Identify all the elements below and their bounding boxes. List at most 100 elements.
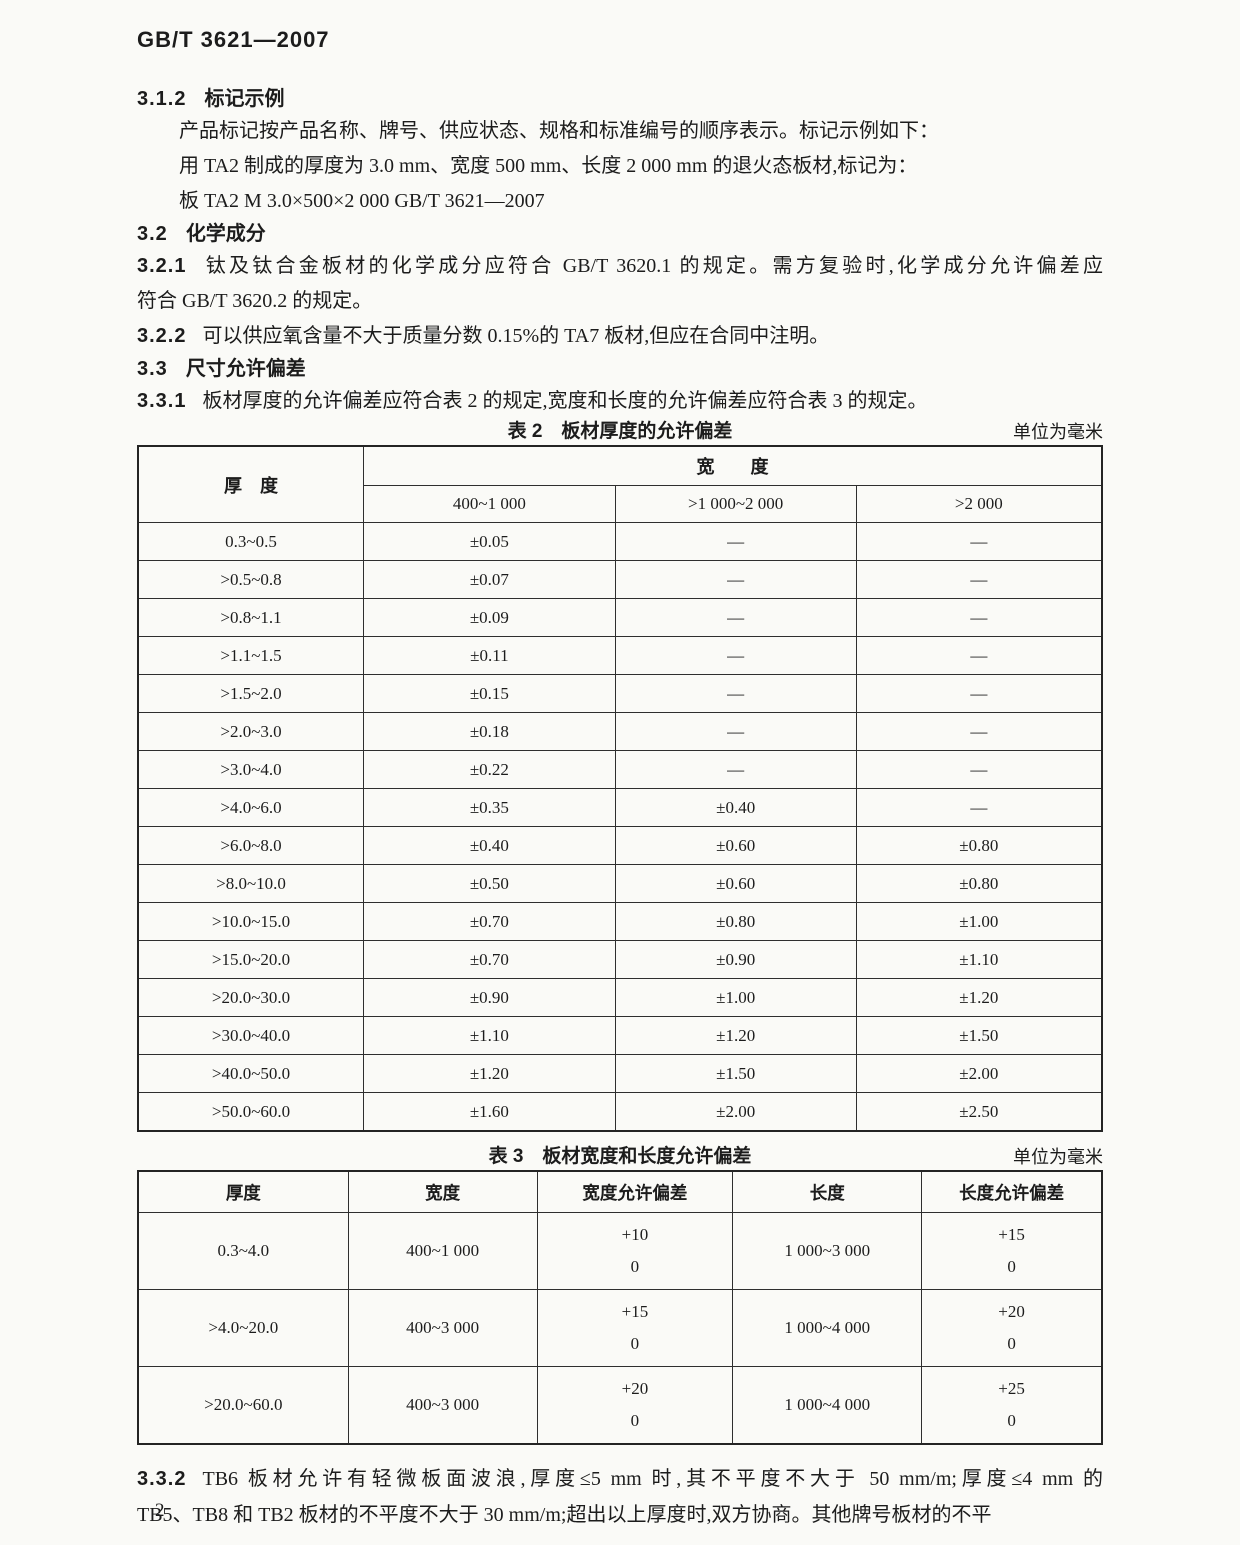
width-tolerance-cell: +10 0 [536,1212,734,1290]
table-row: >20.0~60.0 400~3 000 +20 0 1 000~4 000 +25 0 [137,1366,1103,1445]
width-cell: 400~3 000 [347,1366,538,1445]
table2-body: 0.3~0.5 ±0.05— — >0.5~0.8 ±0.07— — >0.8~1.1 ±0.… [137,522,1103,1132]
table-row: >0.5~0.8 ±0.07— — [137,560,1103,599]
tolerance-cell: ±1.00 [855,902,1103,941]
table-row: >30.0~40.0 ±1.10 ±1.20 ±1.50 [137,1016,1103,1055]
length-tolerance-cell: +20 0 [921,1289,1103,1367]
tolerance-cell: ±0.80 [614,902,857,941]
paragraph-332-line1: 3.3.2 TB6 板材允许有轻微板面波浪,厚度≤5 mm 时,其不平度不大于 5… [137,1468,1103,1490]
tolerance-cell: ±1.50 [855,1016,1103,1055]
tolerance-cell: ±0.50 [363,864,616,903]
tolerance-cell: ±0.07 [363,560,616,599]
table3-header: 宽度允许偏差 [536,1170,734,1213]
clause-number: 3.1.2 [137,88,187,110]
thickness-cell: >4.0~6.0 [137,788,365,827]
tolerance-cell: ±0.11 [363,636,616,675]
clause-number: 3.3.2 [137,1468,187,1490]
tolerance-cell: ±0.90 [363,978,616,1017]
clause-title: 化学成分 [185,223,266,245]
tolerance-cell: ±2.00 [614,1092,857,1132]
tolerance-cell: — [855,750,1103,789]
clause-title: 标记示例 [204,88,285,110]
table-row: 0.3~0.5 ±0.05— — [137,522,1103,561]
tolerance-cell: ±1.20 [855,978,1103,1017]
paragraph-331: 3.3.1 板材厚度的允许偏差应符合表 2 的规定,宽度和长度的允许偏差应符合表 … [137,390,928,412]
table2-subheader: 400~1 000 [363,485,616,523]
thickness-cell: >8.0~10.0 [137,864,365,903]
tolerance-cell: — [855,712,1103,751]
clause-number: 3.2.2 [137,325,187,347]
table2-caption-row: 表 2 板材厚度的允许偏差 单位为毫米 [137,419,1103,445]
paragraph-332-line2: TB5、TB8 和 TB2 板材的不平度不大于 30 mm/m;超出以上厚度时,… [137,1504,992,1526]
table-row: >15.0~20.0 ±0.70 ±0.90 ±1.10 [137,940,1103,979]
width-tolerance-cell: +20 0 [536,1366,734,1445]
tolerance-cell: — [614,712,857,751]
length-tolerance-cell: +15 0 [921,1212,1103,1290]
table3-caption-row: 表 3 板材宽度和长度允许偏差 单位为毫米 [137,1144,1103,1170]
table2-header-thickness: 厚 度 [137,445,365,523]
clause-number: 3.3.1 [137,390,187,412]
tolerance-cell: ±0.60 [614,826,857,865]
tolerance-cell: ±0.60 [614,864,857,903]
width-cell: 400~1 000 [347,1212,538,1290]
table-row: >4.0~20.0 400~3 000 +15 0 1 000~4 000 +20 0 [137,1289,1103,1367]
tolerance-cell: ±0.09 [363,598,616,637]
thickness-cell: >0.5~0.8 [137,560,365,599]
length-tolerance-cell: +25 0 [921,1366,1103,1445]
table-row: >8.0~10.0 ±0.50 ±0.60 ±0.80 [137,864,1103,903]
table3-body: 0.3~4.0 400~1 000 +10 0 1 000~3 000 +15 0 >4.0~… [137,1212,1103,1445]
thickness-cell: >1.1~1.5 [137,636,365,675]
clause-title: 尺寸允许偏差 [185,358,306,380]
tolerance-cell: ±1.10 [363,1016,616,1055]
tolerance-cell: ±0.80 [855,826,1103,865]
clause-number: 3.2 [137,223,168,245]
thickness-cell: 0.3~0.5 [137,522,365,561]
tolerance-cell: ±0.22 [363,750,616,789]
thickness-cell: >30.0~40.0 [137,1016,365,1055]
tolerance-cell: ±1.10 [855,940,1103,979]
tolerance-cell: — [614,598,857,637]
table3-header: 厚度 [137,1170,349,1213]
tolerance-cell: ±0.05 [363,522,616,561]
paragraph-example-1: 用 TA2 制成的厚度为 3.0 mm、宽度 500 mm、长度 2 000 m… [179,155,918,177]
tolerance-cell: — [855,560,1103,599]
table-row: >20.0~30.0 ±0.90 ±1.00 ±1.20 [137,978,1103,1017]
table2-title: 表 2 板材厚度的允许偏差 [507,421,733,442]
paragraph-321-line2: 符合 GB/T 3620.2 的规定。 [137,290,373,312]
width-length-tolerance-table: 厚度 宽度 宽度允许偏差 长度 长度允许偏差 0.3~4.0 400~1 000 +… [137,1170,1103,1445]
tolerance-cell: — [855,598,1103,637]
tolerance-cell: — [855,522,1103,561]
table-row: >3.0~4.0 ±0.22— — [137,750,1103,789]
thickness-cell: >4.0~20.0 [137,1289,349,1367]
table2-header-width-group: 宽 度 [363,445,1103,486]
tolerance-cell: — [614,674,857,713]
table2-subheader: >2 000 [855,485,1103,523]
thickness-cell: >15.0~20.0 [137,940,365,979]
table-row: 0.3~4.0 400~1 000 +10 0 1 000~3 000 +15 0 [137,1212,1103,1290]
tolerance-cell: — [614,522,857,561]
thickness-cell: >10.0~15.0 [137,902,365,941]
table3-unit-note: 单位为毫米 [1013,1147,1103,1167]
section-heading-312: 3.1.2 标记示例 [137,84,1103,114]
width-cell: 400~3 000 [347,1289,538,1367]
table-row: >50.0~60.0 ±1.60 ±2.00 ±2.50 [137,1092,1103,1132]
length-cell: 1 000~4 000 [732,1366,923,1445]
table-row: >1.1~1.5 ±0.11— — [137,636,1103,675]
thickness-cell: >40.0~50.0 [137,1054,365,1093]
thickness-cell: >50.0~60.0 [137,1092,365,1132]
table3-title: 表 3 板材宽度和长度允许偏差 [488,1146,752,1167]
section-heading-32: 3.2 化学成分 [137,219,1103,249]
clause-number: 3.2.1 [137,255,187,277]
table-row: >1.5~2.0 ±0.15— — [137,674,1103,713]
length-cell: 1 000~3 000 [732,1212,923,1290]
tolerance-cell: — [855,788,1103,827]
table3-header: 长度 [732,1170,923,1213]
tolerance-cell: ±1.20 [363,1054,616,1093]
thickness-cell: >0.8~1.1 [137,598,365,637]
thickness-cell: 0.3~4.0 [137,1212,349,1290]
table-row: >10.0~15.0 ±0.70 ±0.80 ±1.00 [137,902,1103,941]
paragraph-321-line1: 3.2.1 钛及钛合金板材的化学成分应符合 GB/T 3620.1 的规定。需方复… [137,255,1103,277]
tolerance-cell: — [855,674,1103,713]
tolerance-cell: ±0.70 [363,902,616,941]
